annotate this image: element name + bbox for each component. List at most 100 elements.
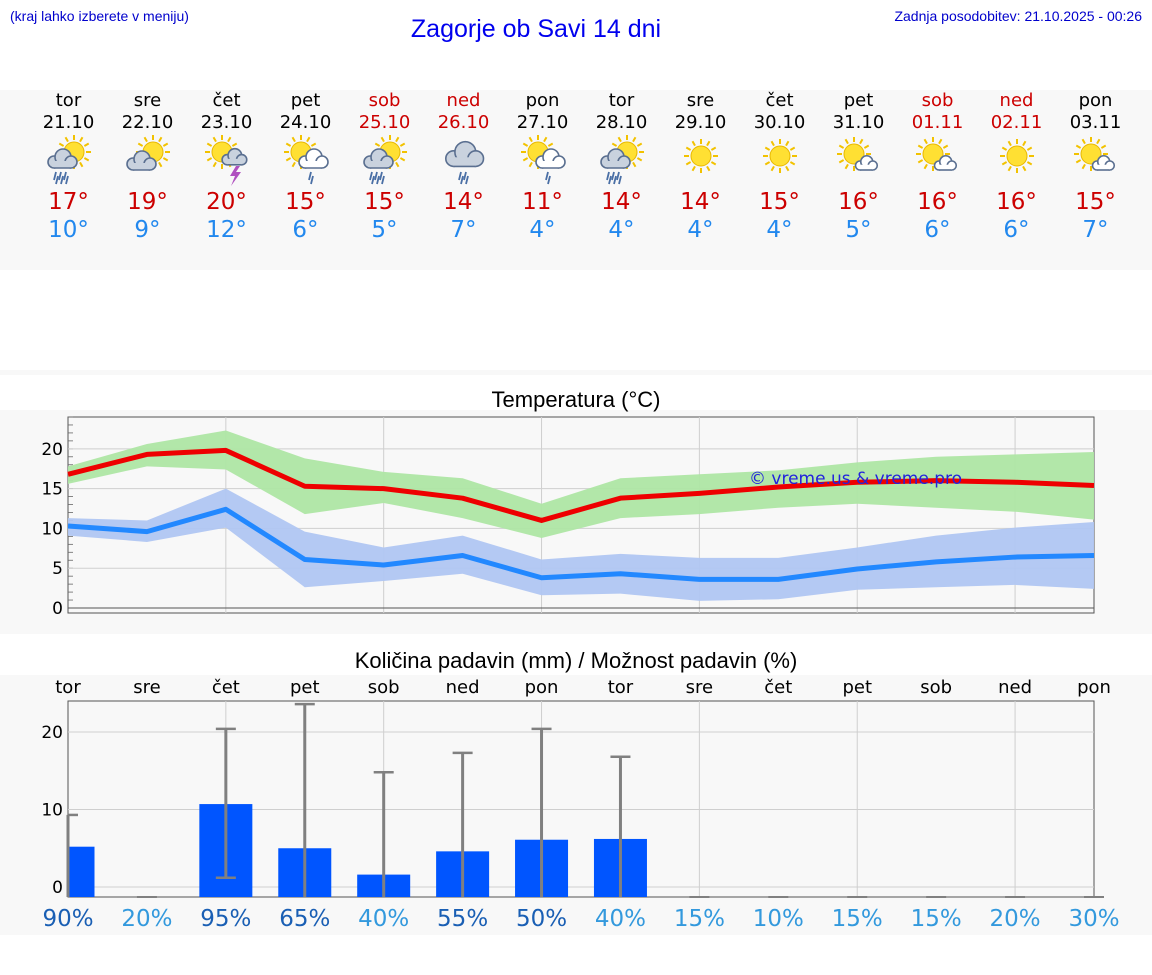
temp-chart-title: Temperatura (°C) — [491, 387, 661, 412]
min-temp: 5° — [371, 217, 398, 243]
day-date: 27.10 — [516, 112, 569, 133]
x-category-label: sre — [133, 677, 160, 698]
x-category-label: pon — [1077, 677, 1111, 698]
x-category-label: sre — [686, 677, 713, 698]
y-tick-label: 5 — [52, 559, 63, 579]
temperature-chart: 0 5 10 15 20 © vreme.us & vreme.pro — [41, 416, 1095, 619]
day-column: čet 23.10 20° 12° — [187, 90, 266, 244]
precip-probability: 30% — [1068, 906, 1119, 932]
day-column: pet 24.10 15° 6° — [266, 90, 345, 244]
min-temp: 6° — [924, 217, 951, 243]
sun-shape — [683, 139, 718, 173]
lightning-bolt — [229, 166, 241, 186]
cloud-shape — [854, 154, 878, 171]
sun-cloud-rain-icon — [46, 135, 91, 185]
max-temp: 14° — [601, 189, 642, 215]
precip-bar — [68, 846, 95, 897]
day-column: ned 26.10 14° 7° — [424, 90, 503, 244]
min-temp: 4° — [529, 217, 556, 243]
max-temp: 11° — [522, 189, 563, 215]
day-date: 01.11 — [911, 112, 964, 133]
day-date: 31.10 — [832, 112, 885, 133]
precip-probability: 40% — [595, 906, 646, 932]
sun-cloud-rain-icon — [362, 135, 407, 185]
day-name: pet — [290, 90, 321, 111]
rain-drops — [307, 171, 314, 185]
location-menu-note: (kraj lahko izberete v meniju) — [10, 8, 189, 24]
forecast-band — [0, 90, 1152, 270]
x-category-label: ned — [998, 677, 1032, 698]
min-temp: 7° — [1082, 217, 1109, 243]
precip-probability: 15% — [911, 906, 962, 932]
day-column: sob 01.11 16° 6° — [898, 90, 977, 244]
min-temp: 7° — [450, 217, 477, 243]
day-name: sob — [368, 90, 401, 111]
max-temp-range-band — [68, 430, 1094, 538]
precip-probability: 40% — [358, 906, 409, 932]
max-temp-line — [67, 447, 1095, 523]
cloud-shape — [534, 148, 566, 169]
day-column: tor 28.10 14° 4° — [582, 90, 661, 244]
x-category-label: čet — [764, 677, 792, 698]
max-temp: 15° — [759, 189, 800, 215]
day-column: sre 29.10 14° 4° — [661, 90, 740, 244]
day-column: sob 25.10 15° 5° — [345, 90, 424, 244]
min-temp-line — [67, 506, 1095, 582]
x-category-label: sob — [368, 677, 400, 698]
precip-probability: 20% — [990, 906, 1041, 932]
sun-small-cloud-icon — [836, 137, 878, 171]
x-category-label: pet — [290, 677, 320, 698]
max-temp: 16° — [838, 189, 879, 215]
y-tick-label: 0 — [52, 599, 63, 619]
cloud-rain-icon — [444, 140, 484, 185]
min-temp: 9° — [134, 217, 161, 243]
max-temp: 20° — [206, 189, 247, 215]
x-category-label: pet — [842, 677, 872, 698]
day-column: pon 03.11 15° 7° — [1056, 90, 1135, 244]
divider — [0, 370, 1152, 375]
max-temp: 15° — [285, 189, 326, 215]
sun-cloud-drizzle-icon — [283, 135, 329, 185]
sun-cloud-drizzle-icon — [520, 135, 566, 185]
rain-drops — [368, 171, 385, 185]
day-column: pet 31.10 16° 5° — [819, 90, 898, 244]
x-category-label: čet — [212, 677, 240, 698]
precip-probability: 55% — [437, 906, 488, 932]
sun-thunder-icon — [204, 135, 248, 186]
day-date: 24.10 — [279, 112, 332, 133]
min-temp: 6° — [1003, 217, 1030, 243]
sun-icon — [683, 139, 718, 173]
daily-forecast-row: tor 21.10 17° 10° sre 22.10 19° 9° čet 23.10 20° 12… — [0, 90, 1152, 250]
precip-probability: 65% — [279, 906, 330, 932]
cloud-shape — [933, 154, 957, 171]
x-category-label: tor — [608, 677, 634, 698]
min-temp: 5° — [845, 217, 872, 243]
sun-cloud-rain-icon — [599, 135, 644, 185]
max-temp: 17° — [48, 189, 89, 215]
sun-shape — [762, 139, 797, 173]
day-name: ned — [999, 90, 1034, 111]
precip-probability: 20% — [121, 906, 172, 932]
day-date: 25.10 — [358, 112, 411, 133]
page-title: Zagorje ob Savi 14 dni — [410, 15, 662, 43]
cloud-shape — [220, 147, 248, 166]
y-tick-label: 15 — [41, 480, 63, 500]
y-tick-label: 20 — [41, 440, 63, 460]
sun-icon — [762, 139, 797, 173]
day-name: sob — [921, 90, 954, 111]
day-date: 29.10 — [674, 112, 727, 133]
cloud-shape — [444, 140, 484, 168]
sun-shape — [999, 139, 1034, 173]
day-name: ned — [446, 90, 481, 111]
cloud-shape — [599, 148, 631, 169]
sun-small-cloud-icon — [1073, 137, 1115, 171]
day-date: 21.10 — [42, 112, 95, 133]
sun-shape — [915, 137, 950, 171]
day-date: 30.10 — [753, 112, 806, 133]
rain-drops — [544, 171, 551, 185]
max-temp: 19° — [127, 189, 168, 215]
cloud-shape — [362, 148, 394, 169]
precip-probability: 15% — [832, 906, 883, 932]
day-name: pet — [843, 90, 874, 111]
precip-chart-title: Količina padavin (mm) / Možnost padavin … — [354, 648, 798, 673]
